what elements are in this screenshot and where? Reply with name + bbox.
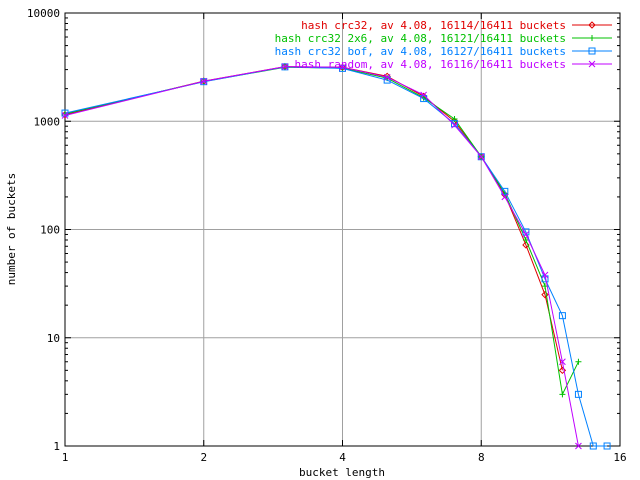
data-point [383,73,391,81]
data-point [451,121,458,129]
data-point [603,442,611,450]
x-axis-label: bucket length [299,466,385,479]
data-point [61,112,69,119]
data-point [501,193,509,201]
series-line [64,66,608,447]
x-tick-label: 2 [200,451,207,464]
data-point [281,63,289,70]
series-layer [61,62,611,450]
legend-marker [588,47,596,55]
data-point [589,442,597,450]
y-tick-label: 10000 [27,7,60,20]
series-line [64,66,579,397]
legend-item: hash random, av 4.08, 16116/16411 bucket… [294,58,612,71]
y-axis-label: number of buckets [5,173,18,286]
x-tick-label: 4 [339,451,346,464]
axis-ticks: 1 2 4 8 16 1 10 100 1000 10000 [27,7,627,464]
legend-label: hash crc32 2x6, av 4.08, 16121/16411 buc… [275,32,566,45]
data-point [558,312,566,320]
y-tick-label: 100 [40,224,60,237]
data-point [522,231,530,238]
data-point [574,390,582,398]
series-line [64,66,579,447]
legend-label: hash crc32, av 4.08, 16114/16411 buckets [301,19,566,32]
data-point [558,366,567,375]
y-tick-label: 1000 [34,115,61,128]
x-tick-label: 1 [62,451,69,464]
grid-lines [65,13,620,446]
legend-marker [588,60,596,68]
data-point [200,77,208,85]
y-tick-label: 1 [53,440,60,453]
data-point [559,391,566,398]
series-2 [62,64,582,398]
legend-label: hash crc32 bof, av 4.08, 16127/16411 buc… [275,45,566,58]
data-point [559,358,566,366]
legend-item: hash crc32 2x6, av 4.08, 16121/16411 buc… [275,32,612,45]
data-point [477,153,485,161]
data-point [451,120,459,128]
legend-marker [589,35,595,41]
y-tick-label: 10 [47,332,60,345]
legend-item: hash crc32, av 4.08, 16114/16411 buckets [301,19,612,32]
data-point [339,63,346,71]
legend: hash crc32, av 4.08, 16114/16411 buckets… [275,19,612,71]
x-tick-label: 8 [478,451,485,464]
legend-label: hash random, av 4.08, 16116/16411 bucket… [294,58,566,71]
legend-marker [588,21,596,29]
legend-item: hash crc32 bof, av 4.08, 16127/16411 buc… [275,45,612,58]
data-point [420,91,428,99]
x-tick-label: 16 [613,451,626,464]
series-line [64,66,563,371]
data-point [575,358,582,365]
data-point [575,442,582,450]
data-point [541,271,549,279]
data-point [541,290,549,299]
data-point [477,153,485,161]
data-point [522,236,529,243]
series-1 [61,62,567,375]
series-4 [61,63,582,450]
